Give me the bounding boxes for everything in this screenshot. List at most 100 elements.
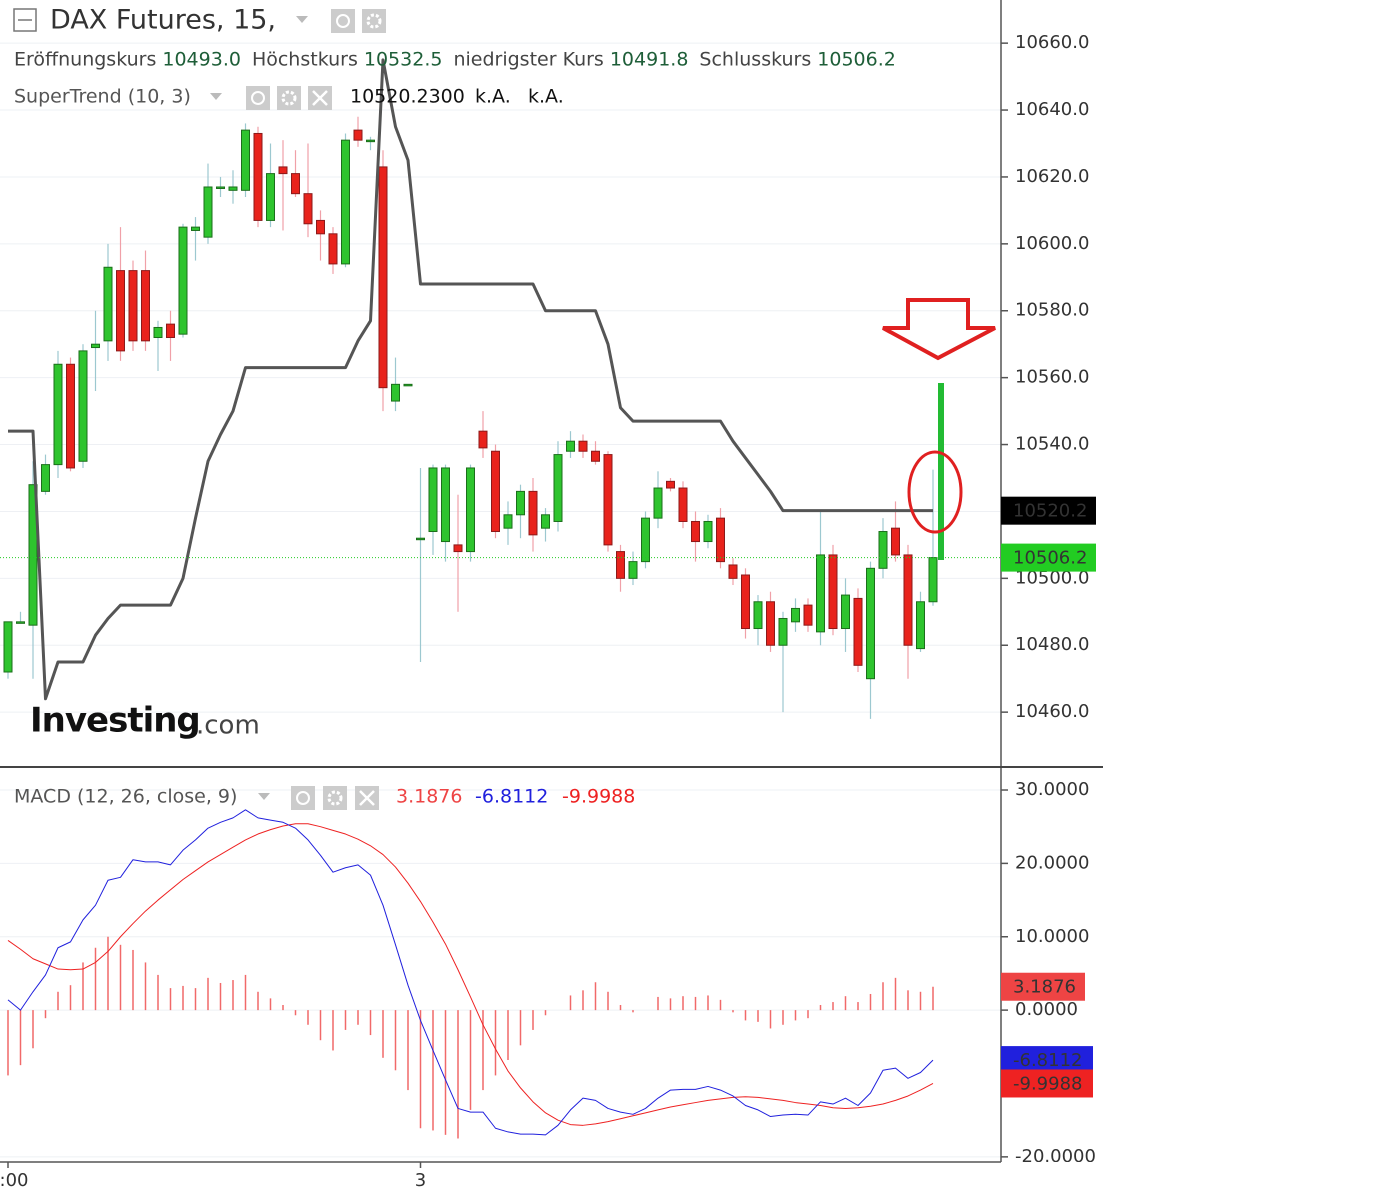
- candle-body: [728, 564, 738, 579]
- y-tick-label: -20.0000: [1015, 1146, 1096, 1167]
- candle-body: [741, 574, 750, 630]
- price-label-box: [1001, 1069, 1093, 1098]
- price-pane: [0, 58, 1001, 719]
- remove-glyph: [359, 790, 375, 806]
- candle-body: [441, 467, 450, 543]
- candle-body: [91, 343, 100, 349]
- candle-body: [753, 601, 763, 630]
- price-label-box: [1001, 1046, 1093, 1075]
- candle-body: [628, 561, 638, 579]
- candle-body: [853, 597, 863, 666]
- y-tick-label: 10660.0: [1015, 32, 1089, 53]
- y-tick-label: 10540.0: [1015, 434, 1089, 455]
- labels: 10520.2 10506.2 Investing.com Eröffnungskur…: [14, 49, 1096, 1098]
- candle-body: [403, 383, 413, 387]
- candle-body: [428, 467, 438, 533]
- candle-body: [803, 604, 813, 626]
- candle-body: [816, 554, 825, 633]
- candle-body: [878, 531, 888, 569]
- watermark: Investing: [30, 701, 200, 741]
- signal-line: [7, 823, 934, 1126]
- candle-body: [528, 490, 538, 536]
- y-tick-label: 10640.0: [1015, 99, 1089, 120]
- eye-icon[interactable]: [291, 786, 315, 810]
- x-tick-label: 3: [415, 1170, 426, 1191]
- supertrend-icons: [246, 86, 332, 110]
- candle-body: [378, 166, 388, 389]
- candle-body: [553, 454, 563, 522]
- candle-body: [266, 173, 275, 221]
- price-label: 10506.2: [1013, 548, 1087, 569]
- price-label-box: [1001, 543, 1096, 572]
- candle-body: [66, 363, 75, 469]
- candle-body: [316, 219, 325, 235]
- candle-body: [566, 440, 575, 452]
- candle-body: [103, 266, 113, 342]
- eye-glyph: [251, 91, 265, 105]
- settings-icon[interactable]: [323, 786, 347, 810]
- macd-line: [7, 809, 934, 1136]
- candle-body: [341, 139, 350, 265]
- indicator-value: -9.9988: [562, 786, 635, 808]
- gear-glyph: [327, 790, 343, 806]
- candle-body: [791, 607, 800, 623]
- indicator-value: -6.8112: [475, 786, 548, 808]
- indicator-value: 3.1876: [396, 786, 462, 808]
- candle-body: [491, 450, 500, 533]
- dropdown[interactable]: [210, 93, 222, 100]
- supertrend-line: [8, 58, 933, 701]
- y-tick-label: 20.0000: [1015, 852, 1089, 873]
- y-tick-label: 10620.0: [1015, 166, 1089, 187]
- axes: 10460.010480.010500.010520.010540.010560…: [0, 0, 1103, 1191]
- eye-icon[interactable]: [246, 86, 270, 110]
- x-tick-label: :00: [0, 1170, 28, 1191]
- dropdown[interactable]: [258, 793, 270, 800]
- candle-body: [591, 450, 600, 462]
- candle-body: [253, 132, 263, 221]
- y-tick-label: 10480.0: [1015, 634, 1089, 655]
- settings-icon[interactable]: [362, 9, 386, 33]
- candle-body: [228, 186, 238, 191]
- candle-body: [516, 490, 525, 516]
- indicator-value: 10520.2300: [350, 86, 465, 108]
- candle-body: [653, 487, 663, 519]
- y-tick-label: 10460.0: [1015, 701, 1089, 722]
- candle-body: [303, 193, 313, 225]
- remove-glyph: [312, 90, 328, 106]
- candle-body: [641, 517, 650, 563]
- candle-body: [903, 554, 913, 646]
- candle-body: [191, 226, 200, 231]
- candle-body: [416, 537, 425, 541]
- price-label: -6.8112: [1013, 1050, 1082, 1071]
- settings-icon[interactable]: [277, 86, 301, 110]
- chart-title: DAX Futures, 15,: [50, 5, 276, 36]
- y-tick-label: 10600.0: [1015, 233, 1089, 254]
- candle-body: [678, 487, 688, 522]
- y-tick-label: 10580.0: [1015, 300, 1089, 321]
- macd-pane: [7, 809, 934, 1139]
- watermark: .com: [196, 711, 260, 741]
- candle-body: [603, 454, 613, 546]
- candle-body: [16, 621, 25, 624]
- candle-body: [578, 440, 588, 452]
- candle-body: [116, 270, 125, 352]
- candle-body: [366, 139, 375, 143]
- candle-body: [391, 383, 400, 402]
- eye-icon[interactable]: [331, 9, 355, 33]
- candle-body: [78, 350, 88, 462]
- candle-body: [503, 514, 513, 529]
- candle-body: [291, 173, 300, 195]
- y-tick-label: 0.0000: [1015, 999, 1078, 1020]
- candle-body: [453, 544, 463, 553]
- candle-body: [178, 226, 188, 335]
- dropdown[interactable]: [296, 16, 308, 23]
- candle-body: [28, 484, 38, 626]
- price-label: 10520.2: [1013, 501, 1087, 522]
- candle-body: [616, 551, 625, 579]
- candle-body: [328, 233, 338, 265]
- candle-body: [53, 363, 63, 466]
- candle-body: [691, 520, 700, 543]
- candle-body: [128, 270, 138, 342]
- circle-annotation: [907, 450, 963, 534]
- candle-body: [466, 467, 475, 553]
